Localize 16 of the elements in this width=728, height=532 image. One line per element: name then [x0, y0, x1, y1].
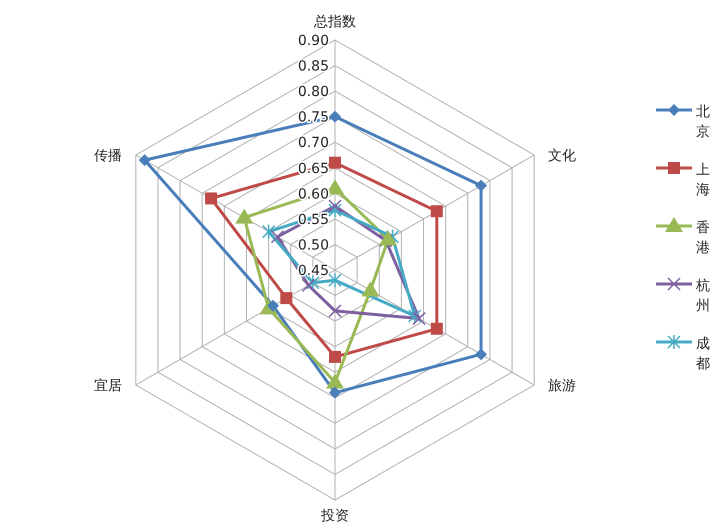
legend-label: 上海: [696, 162, 710, 198]
spoke-label: 宜居: [94, 378, 122, 394]
legend-label: 成都: [696, 336, 710, 372]
legend-label: 北京: [696, 104, 710, 140]
spoke-label: 传播: [94, 148, 122, 164]
y-tick-label: 0.80: [298, 84, 329, 100]
spoke-label: 文化: [548, 148, 576, 164]
y-tick-label: 0.90: [298, 33, 329, 49]
legend-label: 杭州: [695, 278, 710, 314]
legend-label: 香港: [696, 220, 710, 256]
spoke-label: 投资: [320, 508, 349, 524]
y-tick-label: 0.50: [298, 237, 329, 254]
spoke-label: 总指数: [313, 14, 356, 30]
y-tick-label: 0.70: [298, 135, 329, 152]
y-tick-label: 0.85: [298, 58, 329, 75]
spoke-label: 旅游: [548, 378, 576, 394]
